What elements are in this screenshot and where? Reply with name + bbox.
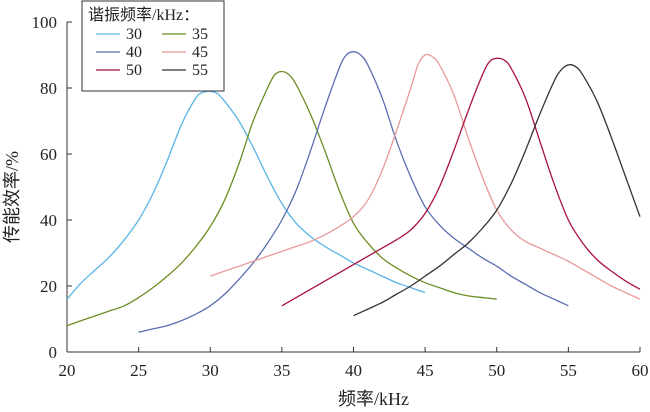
series-line-35khz [66, 70, 497, 327]
legend-entry-label: 35 [192, 26, 208, 43]
legend: 谐振频率/kHz： 30 35 40 45 50 55 [81, 0, 225, 92]
y-tick-label: 40 [40, 211, 57, 230]
x-axis-label: 频率/kHz [338, 389, 409, 409]
x-tick-label: 45 [417, 361, 434, 380]
legend-entry-label: 45 [192, 44, 208, 61]
y-tick-label: 60 [40, 145, 57, 164]
series-line-40khz [138, 51, 569, 333]
y-axis-label: 传能效率/% [2, 151, 22, 243]
y-tick-label: 20 [40, 277, 57, 296]
legend-entry-label: 40 [126, 44, 142, 61]
y-tick-label: 0 [49, 343, 58, 362]
series-group [66, 51, 641, 333]
x-tick-label: 50 [488, 361, 505, 380]
series-line-50khz [281, 57, 641, 307]
legend-entry-label: 55 [192, 62, 208, 79]
series-line-30khz [66, 90, 426, 300]
y-tick-label: 100 [32, 13, 58, 32]
series-line-55khz [353, 64, 641, 317]
x-tick-label: 25 [130, 361, 147, 380]
x-tick-label: 40 [345, 361, 362, 380]
legend-entry-label: 30 [126, 26, 142, 43]
series-line-45khz [210, 53, 641, 300]
legend-title: 谐振频率/kHz： [88, 6, 199, 24]
x-tick-label: 60 [632, 361, 649, 380]
legend-box [81, 0, 225, 92]
x-tick-label: 35 [273, 361, 290, 380]
legend-entry-label: 50 [126, 62, 142, 79]
x-tick-label: 20 [59, 361, 76, 380]
x-tick-label: 30 [202, 361, 219, 380]
x-tick-label: 55 [560, 361, 577, 380]
y-tick-label: 80 [40, 79, 57, 98]
